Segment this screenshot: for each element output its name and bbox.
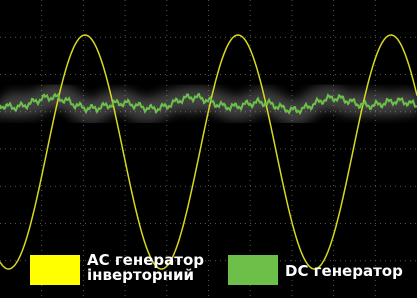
oscilloscope-screen: AC генераторінверторнийDC генератор <box>0 0 417 298</box>
legend-swatch <box>30 255 80 285</box>
legend-label: DC генератор <box>285 262 403 280</box>
screen-background <box>0 0 417 298</box>
legend-label: інверторний <box>87 266 194 284</box>
page: AC генераторінверторнийDC генератор (() … <box>0 0 417 298</box>
legend-swatch <box>228 255 278 285</box>
